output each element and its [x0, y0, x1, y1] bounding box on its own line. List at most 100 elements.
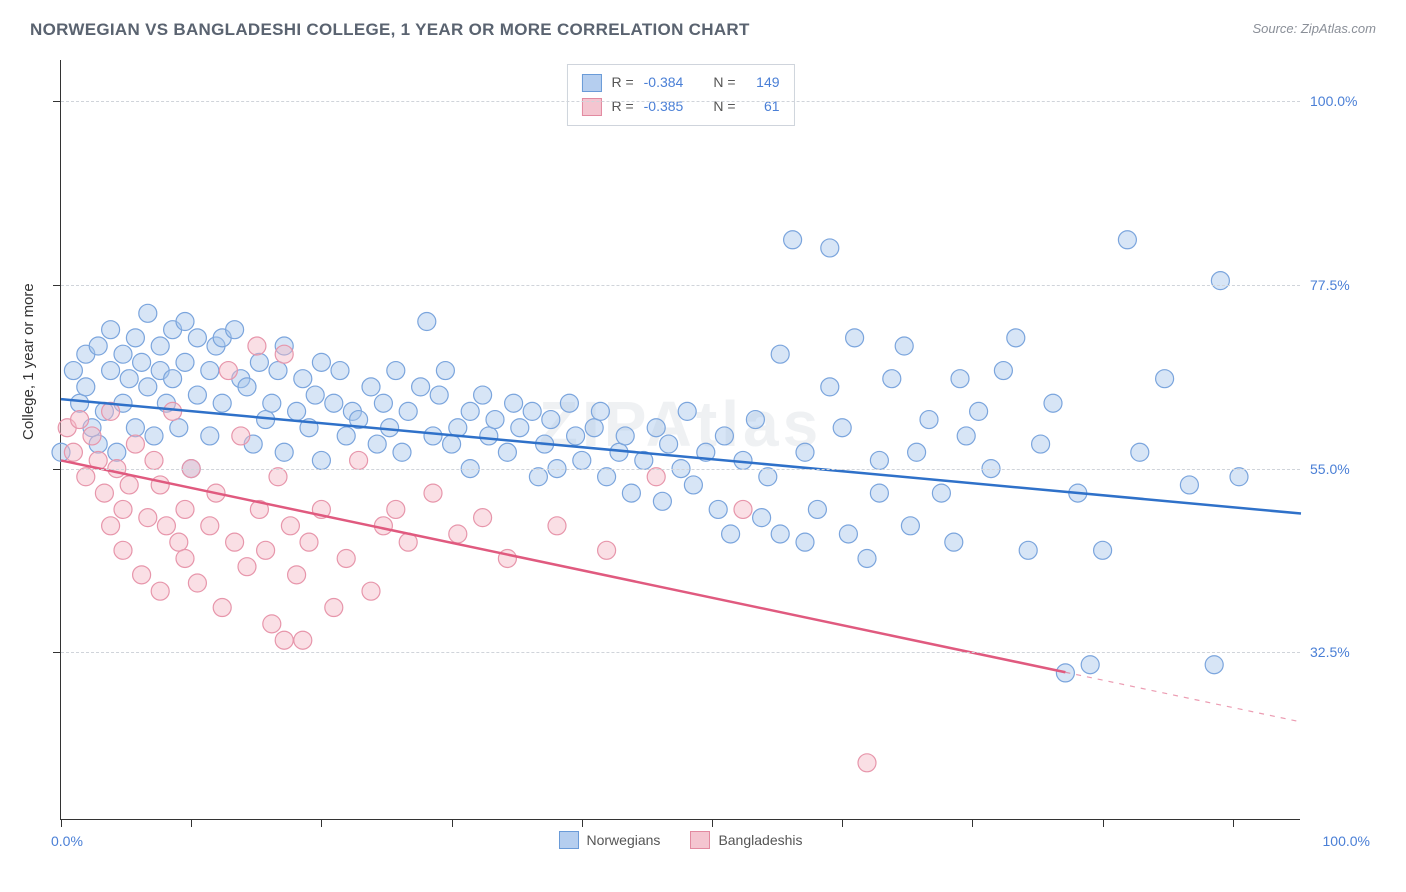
scatter-point — [64, 362, 82, 380]
y-tick-label: 100.0% — [1310, 93, 1380, 109]
scatter-point — [505, 394, 523, 412]
scatter-point — [1230, 468, 1248, 486]
scatter-point — [188, 574, 206, 592]
scatter-point — [188, 386, 206, 404]
scatter-point — [796, 533, 814, 551]
scatter-point — [269, 362, 287, 380]
scatter-point — [157, 517, 175, 535]
scatter-point — [548, 517, 566, 535]
r-value-bangladeshis: -0.385 — [644, 95, 684, 119]
scatter-point — [573, 451, 591, 469]
scatter-point — [895, 337, 913, 355]
scatter-point — [248, 337, 266, 355]
gridline — [61, 652, 1300, 653]
scatter-point — [821, 239, 839, 257]
x-tick — [452, 819, 453, 827]
scatter-point — [591, 402, 609, 420]
scatter-point — [523, 402, 541, 420]
scatter-point — [213, 394, 231, 412]
scatter-point — [771, 525, 789, 543]
y-tick-label: 32.5% — [1310, 644, 1380, 660]
series-name-bangladeshis: Bangladeshis — [718, 832, 802, 848]
scatter-point — [858, 754, 876, 772]
scatter-point — [257, 541, 275, 559]
scatter-point — [796, 443, 814, 461]
scatter-point — [808, 500, 826, 518]
scatter-point — [213, 599, 231, 617]
scatter-point — [71, 411, 89, 429]
scatter-point — [622, 484, 640, 502]
scatter-point — [176, 353, 194, 371]
scatter-point — [108, 443, 126, 461]
scatter-point — [139, 304, 157, 322]
scatter-point — [176, 549, 194, 567]
scatter-point — [164, 402, 182, 420]
scatter-point — [226, 321, 244, 339]
scatter-point — [542, 411, 560, 429]
scatter-point — [294, 370, 312, 388]
source-name: ZipAtlas.com — [1301, 21, 1376, 36]
scatter-point — [846, 329, 864, 347]
scatter-point — [908, 443, 926, 461]
scatter-point — [83, 427, 101, 445]
scatter-point — [133, 566, 151, 584]
scatter-point — [281, 517, 299, 535]
scatter-point — [226, 533, 244, 551]
scatter-svg — [61, 60, 1300, 819]
chart-title: NORWEGIAN VS BANGLADESHI COLLEGE, 1 YEAR… — [30, 20, 750, 40]
scatter-point — [120, 476, 138, 494]
scatter-point — [306, 386, 324, 404]
scatter-point — [647, 419, 665, 437]
series-legend: Norwegians Bangladeshis — [559, 831, 803, 849]
x-tick — [1103, 819, 1104, 827]
n-label: N = — [713, 95, 735, 119]
scatter-point — [660, 435, 678, 453]
scatter-point — [269, 468, 287, 486]
swatch-pink-icon — [690, 831, 710, 849]
scatter-point — [1081, 656, 1099, 674]
r-value-norwegians: -0.384 — [644, 71, 684, 95]
x-tick — [972, 819, 973, 827]
scatter-point — [120, 370, 138, 388]
scatter-point — [151, 337, 169, 355]
scatter-point — [89, 337, 107, 355]
source-prefix: Source: — [1252, 21, 1300, 36]
gridline — [61, 285, 1300, 286]
scatter-point — [684, 476, 702, 494]
scatter-point — [870, 451, 888, 469]
scatter-point — [114, 345, 132, 363]
scatter-point — [139, 378, 157, 396]
scatter-point — [474, 509, 492, 527]
scatter-point — [176, 500, 194, 518]
scatter-point — [362, 582, 380, 600]
legend-row-norwegians: R = -0.384 N = 149 — [581, 71, 779, 95]
scatter-point — [102, 362, 120, 380]
r-label: R = — [611, 71, 633, 95]
scatter-point — [759, 468, 777, 486]
y-tick — [53, 469, 61, 470]
scatter-point — [263, 394, 281, 412]
trend-line — [61, 460, 1065, 672]
scatter-point — [71, 394, 89, 412]
scatter-point — [133, 353, 151, 371]
y-tick — [53, 285, 61, 286]
scatter-point — [145, 451, 163, 469]
scatter-point — [399, 402, 417, 420]
scatter-point — [585, 419, 603, 437]
source-attribution: Source: ZipAtlas.com — [1252, 20, 1376, 38]
scatter-point — [883, 370, 901, 388]
scatter-point — [598, 541, 616, 559]
scatter-point — [430, 386, 448, 404]
scatter-point — [170, 419, 188, 437]
scatter-point — [114, 541, 132, 559]
scatter-point — [387, 500, 405, 518]
scatter-point — [312, 353, 330, 371]
scatter-point — [647, 468, 665, 486]
chart-plot-area: ZIPAtlas R = -0.384 N = 149 R = -0.385 N… — [60, 60, 1300, 820]
scatter-point — [288, 566, 306, 584]
scatter-point — [598, 468, 616, 486]
scatter-point — [951, 370, 969, 388]
scatter-point — [219, 362, 237, 380]
n-label: N = — [713, 71, 735, 95]
scatter-point — [238, 558, 256, 576]
